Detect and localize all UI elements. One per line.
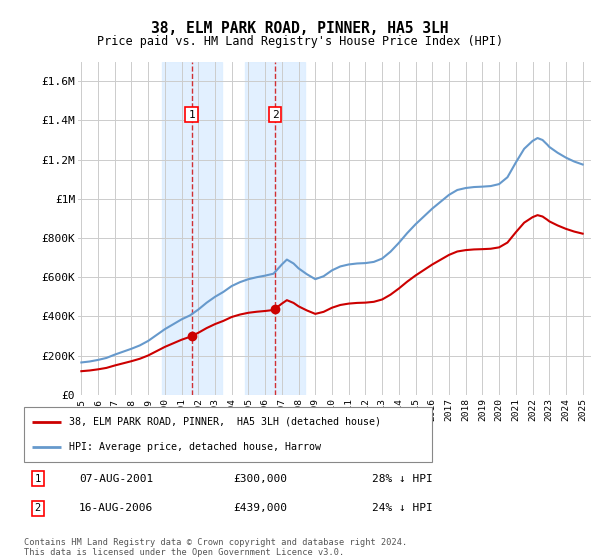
Text: 28% ↓ HPI: 28% ↓ HPI [372, 474, 433, 484]
Text: Price paid vs. HM Land Registry's House Price Index (HPI): Price paid vs. HM Land Registry's House … [97, 35, 503, 48]
Text: £300,000: £300,000 [234, 474, 288, 484]
Text: 07-AUG-2001: 07-AUG-2001 [79, 474, 154, 484]
Text: 1: 1 [188, 110, 195, 119]
Bar [161, 62, 222, 395]
Text: HPI: Average price, detached house, Harrow: HPI: Average price, detached house, Harr… [69, 442, 321, 452]
Text: £439,000: £439,000 [234, 503, 288, 513]
Text: 16-AUG-2006: 16-AUG-2006 [79, 503, 154, 513]
Text: 2: 2 [272, 110, 278, 119]
Text: 1: 1 [35, 474, 41, 484]
Bar [245, 62, 305, 395]
Text: 2: 2 [35, 503, 41, 513]
FancyBboxPatch shape [24, 407, 432, 462]
Text: 24% ↓ HPI: 24% ↓ HPI [372, 503, 433, 513]
Text: 38, ELM PARK ROAD, PINNER,  HA5 3LH (detached house): 38, ELM PARK ROAD, PINNER, HA5 3LH (deta… [69, 417, 381, 427]
Text: 38, ELM PARK ROAD, PINNER, HA5 3LH: 38, ELM PARK ROAD, PINNER, HA5 3LH [151, 21, 449, 36]
Text: Contains HM Land Registry data © Crown copyright and database right 2024.
This d: Contains HM Land Registry data © Crown c… [24, 538, 407, 557]
